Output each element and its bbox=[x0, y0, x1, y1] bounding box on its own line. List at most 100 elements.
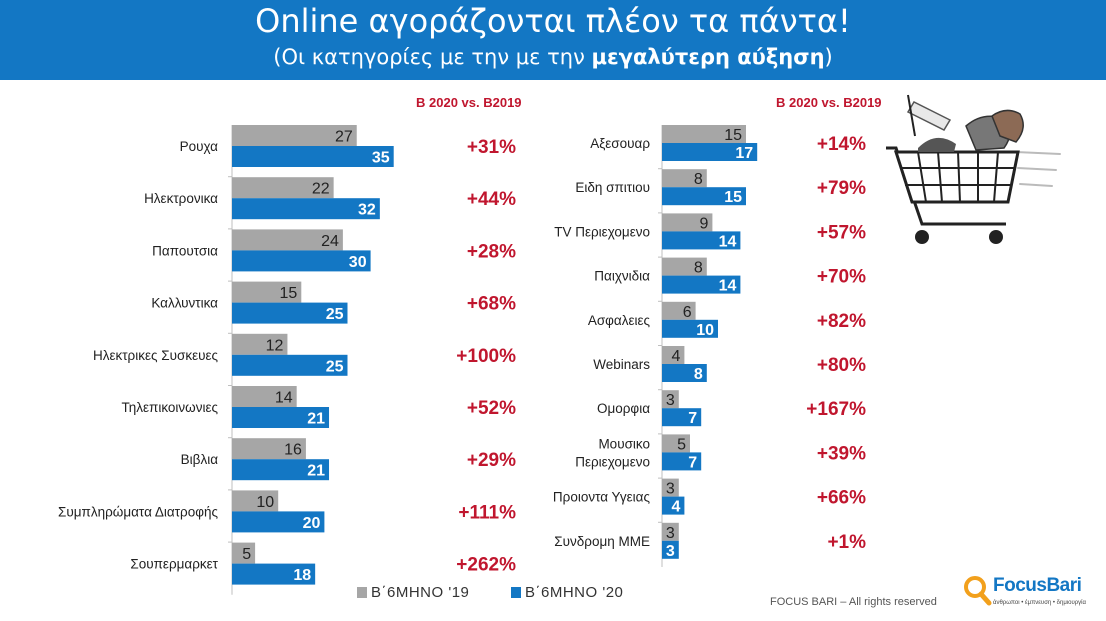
right-change-label: +1% bbox=[827, 532, 866, 553]
legend-item-2019: Β΄6ΜΗΝΟ '19 bbox=[357, 584, 469, 601]
right-bar-2020 bbox=[662, 364, 707, 382]
right-category-label: Προιοντα Υγειας bbox=[553, 490, 651, 505]
right-bar-2019 bbox=[662, 390, 679, 409]
right-bar-2019 bbox=[662, 257, 707, 276]
right-change-label: +14% bbox=[817, 134, 866, 155]
left-bar-2019 bbox=[232, 333, 288, 355]
left-category-label: Σουπερμαρκετ bbox=[130, 557, 218, 572]
left-category-label: Ηλεκτρονικα bbox=[144, 191, 218, 206]
left-bar-2020 bbox=[232, 198, 380, 220]
copyright-notice: FOCUS BARI – All rights reserved bbox=[770, 596, 937, 608]
left-value-label-2020: 21 bbox=[307, 411, 325, 428]
right-value-label-2020: 17 bbox=[735, 145, 753, 162]
legend-swatch-2019 bbox=[357, 587, 367, 598]
left-value-label-2020: 25 bbox=[326, 358, 344, 375]
right-change-label: +39% bbox=[817, 443, 866, 464]
logo-wordmark: FocusBari bbox=[993, 575, 1082, 597]
right-bar-2020 bbox=[662, 231, 741, 250]
left-change-label: +262% bbox=[456, 555, 516, 576]
left-category-label: Παπουτσια bbox=[152, 243, 218, 258]
logo-tagline: άνθρωποι • έμπνευση • δημιουργία bbox=[993, 600, 1086, 606]
left-category-label: Ρουχα bbox=[180, 139, 219, 154]
logo-bari: Bari bbox=[1046, 575, 1082, 596]
left-bar-2020 bbox=[232, 146, 394, 167]
left-category-label: Ηλεκτρικες Συσκευες bbox=[93, 348, 219, 363]
left-value-label-2020: 35 bbox=[372, 150, 390, 167]
page-title: Online αγοράζονται πλέον τα πάντα! bbox=[255, 2, 851, 40]
right-bar-2020 bbox=[662, 496, 685, 515]
right-value-label-2019: 8 bbox=[694, 260, 703, 277]
right-value-label-2019: 3 bbox=[666, 525, 675, 542]
left-bar-2020 bbox=[232, 511, 325, 533]
left-value-label-2019: 15 bbox=[280, 285, 298, 302]
legend-label-2020: Β΄6ΜΗΝΟ '20 bbox=[525, 584, 624, 601]
legend-label-2019: Β΄6ΜΗΝΟ '19 bbox=[371, 584, 470, 601]
left-bar-2019 bbox=[232, 542, 256, 564]
left-category-label: Συμπληρώματα Διατροφής bbox=[58, 504, 218, 519]
right-category-label: Ειδη σπιτιου bbox=[575, 180, 650, 195]
subtitle-prefix: (Οι κατηγορίες με την με την bbox=[273, 45, 585, 69]
left-bar-2019 bbox=[232, 125, 357, 146]
left-value-label-2019: 12 bbox=[266, 337, 284, 354]
left-change-label: +111% bbox=[458, 502, 516, 523]
left-change-label: +29% bbox=[467, 450, 516, 471]
right-category-label: Webinars bbox=[593, 357, 650, 372]
right-change-header: Β 2020 vs. Β2019 bbox=[776, 95, 882, 110]
left-value-label-2019: 10 bbox=[256, 494, 274, 511]
right-category-label: TV Περιεχομενο bbox=[554, 224, 650, 239]
right-category-label: Ομορφια bbox=[597, 401, 650, 416]
left-category-label: Βιβλια bbox=[181, 452, 219, 467]
right-value-label-2020: 7 bbox=[688, 410, 697, 427]
right-value-label-2020: 15 bbox=[724, 189, 742, 206]
right-category-label: Συνδρομη ΜΜΕ bbox=[554, 534, 650, 549]
left-bar-2019 bbox=[232, 281, 302, 303]
left-value-label-2019: 14 bbox=[275, 390, 293, 407]
left-change-label: +31% bbox=[467, 137, 516, 158]
left-value-label-2019: 24 bbox=[321, 233, 339, 250]
right-value-label-2019: 9 bbox=[699, 215, 708, 232]
right-value-label-2019: 8 bbox=[694, 171, 703, 188]
right-value-label-2020: 14 bbox=[719, 278, 737, 295]
left-change-label: +100% bbox=[456, 346, 516, 367]
right-bar-2019 bbox=[662, 522, 679, 541]
right-bar-2019 bbox=[662, 125, 746, 143]
right-bar-2019 bbox=[662, 434, 690, 453]
right-bar-2019 bbox=[662, 478, 679, 497]
left-bar-2020 bbox=[232, 563, 316, 585]
legend-swatch-2020 bbox=[511, 587, 521, 598]
left-value-label-2020: 30 bbox=[349, 254, 367, 271]
title-banner bbox=[0, 0, 1106, 80]
right-value-label-2020: 14 bbox=[719, 233, 737, 250]
right-bar-2019 bbox=[662, 346, 685, 364]
left-change-label: +68% bbox=[467, 294, 516, 315]
right-change-label: +57% bbox=[817, 222, 866, 243]
right-bar-2020 bbox=[662, 319, 718, 338]
right-bar-2020 bbox=[662, 408, 702, 427]
page-subtitle: (Οι κατηγορίες με την με την μεγαλύτερη … bbox=[0, 42, 1106, 72]
right-category-label: Ασφαλειες bbox=[588, 313, 651, 328]
focus-bari-logo bbox=[964, 576, 992, 606]
left-value-label-2019: 5 bbox=[242, 546, 251, 563]
left-value-label-2020: 32 bbox=[358, 202, 376, 219]
right-value-label-2019: 3 bbox=[666, 481, 675, 498]
left-bar-2020 bbox=[232, 302, 348, 324]
right-value-label-2020: 8 bbox=[694, 366, 703, 383]
left-bar-2019 bbox=[232, 229, 343, 251]
right-change-label: +80% bbox=[817, 355, 866, 376]
right-bar-2020 bbox=[662, 540, 679, 559]
subtitle-emphasis: μεγαλύτερη αύξηση bbox=[591, 45, 825, 69]
left-change-label: +28% bbox=[467, 241, 516, 262]
right-category-label: Μουσικο Περιεχομενο bbox=[575, 436, 650, 469]
left-change-label: +44% bbox=[467, 189, 516, 210]
right-bar-2019 bbox=[662, 169, 707, 188]
left-category-label: Τηλεπικοινωνιες bbox=[121, 400, 218, 415]
right-bar-2019 bbox=[662, 213, 713, 232]
left-value-label-2020: 25 bbox=[326, 306, 344, 323]
shopping-cart-icon bbox=[886, 94, 1061, 244]
right-change-label: +82% bbox=[817, 311, 866, 332]
right-value-label-2019: 4 bbox=[671, 348, 680, 365]
right-value-label-2020: 4 bbox=[671, 499, 680, 516]
left-bar-2019 bbox=[232, 386, 297, 407]
right-bar-2020 bbox=[662, 452, 702, 471]
